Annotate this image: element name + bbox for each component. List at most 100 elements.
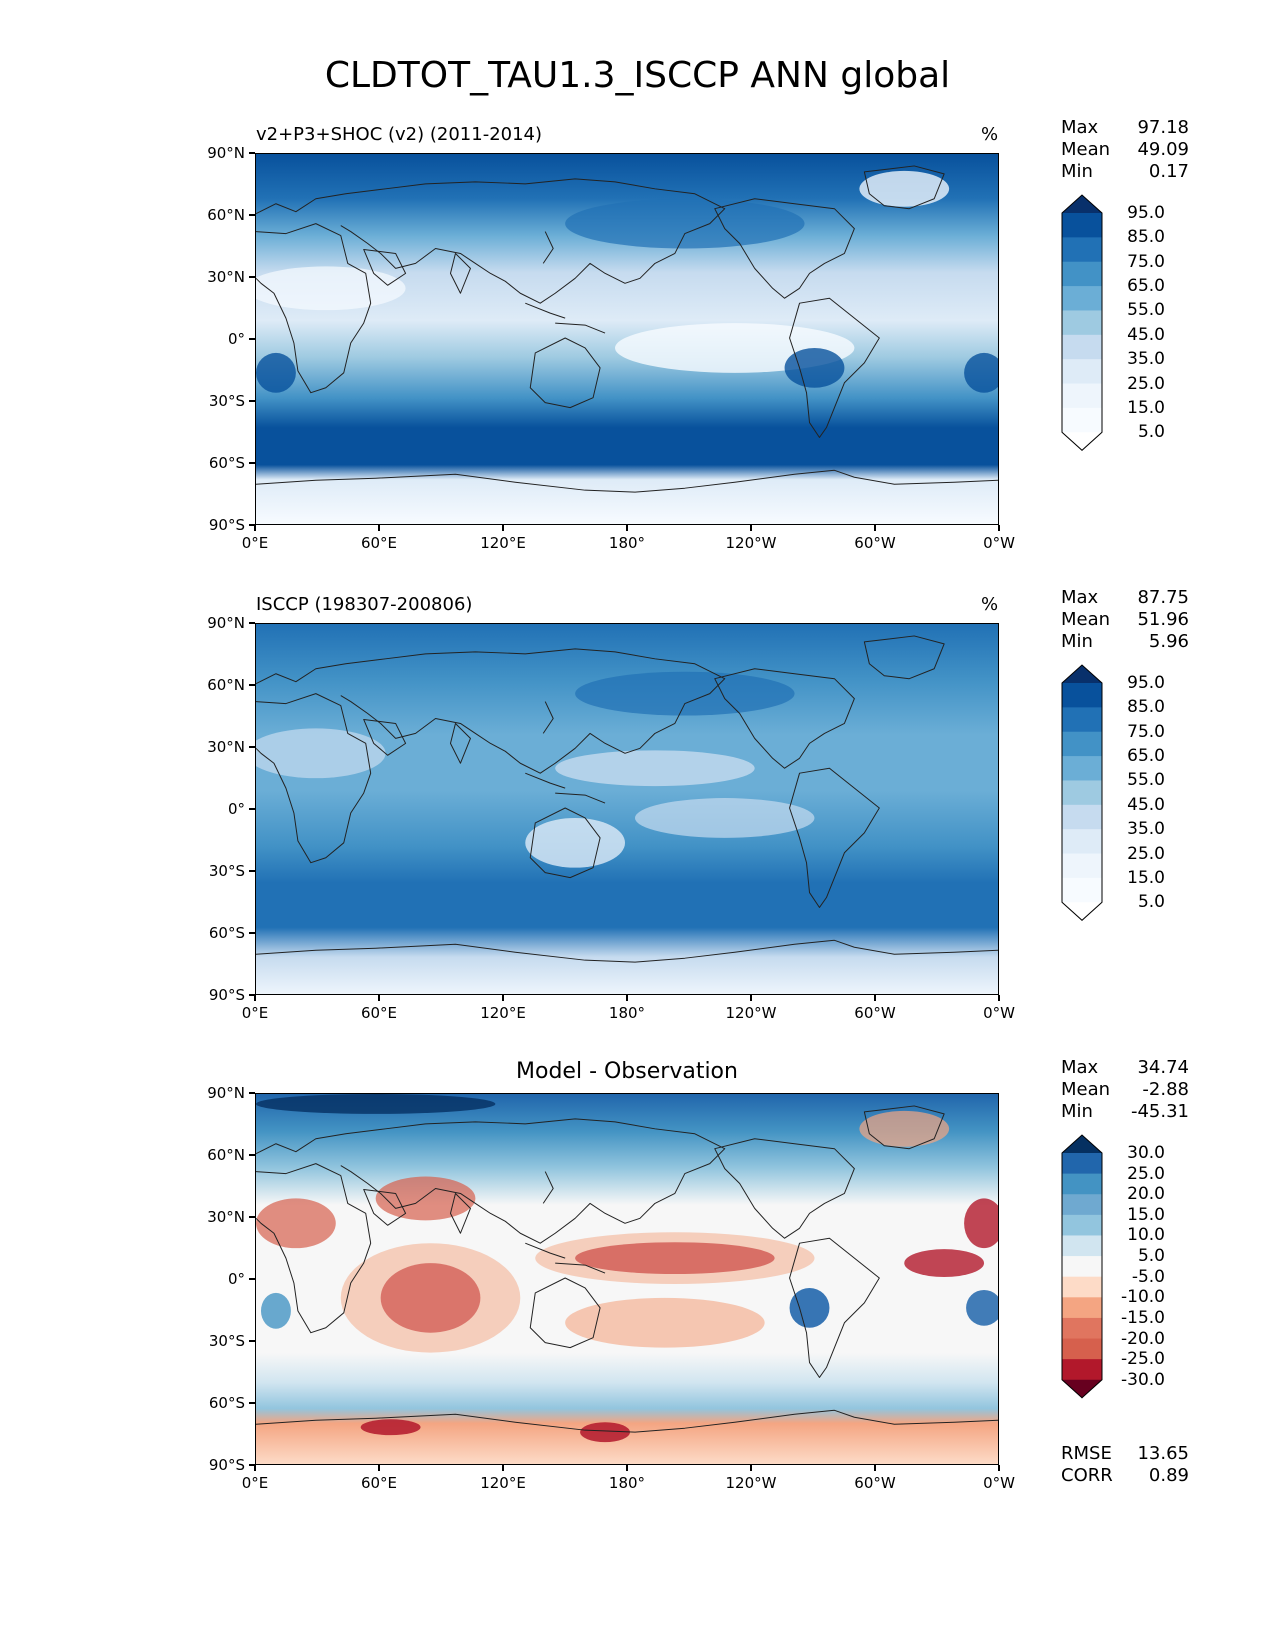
lon-tick xyxy=(998,1465,1000,1471)
colorbar-tick-label: 15.0 xyxy=(1127,1204,1165,1225)
stat-min-value: 0.17 xyxy=(1148,161,1189,182)
stat-max-value: 87.75 xyxy=(1137,587,1189,608)
lat-tick-label: 30°N xyxy=(207,738,245,756)
panel1-unit: % xyxy=(981,124,999,145)
lon-tick-label: 180° xyxy=(608,534,646,552)
stat-rmse-value: 13.65 xyxy=(1137,1443,1189,1464)
lat-tick-label: 30°S xyxy=(208,1332,245,1350)
lon-tick xyxy=(378,995,380,1001)
lon-tick xyxy=(626,1465,628,1471)
lat-tick-label: 60°S xyxy=(208,454,245,472)
lat-tick-label: 30°N xyxy=(207,1208,245,1226)
stat-max-label: Max xyxy=(1061,587,1099,608)
colorbar-tick-label: 35.0 xyxy=(1127,349,1165,370)
lon-tick xyxy=(378,1465,380,1471)
lon-tick-label: 180° xyxy=(608,1474,646,1492)
lon-tick xyxy=(378,525,380,531)
lon-tick xyxy=(998,525,1000,531)
colorbar-tick-label: 75.0 xyxy=(1127,721,1165,742)
colorbar-tick-label: 45.0 xyxy=(1127,324,1165,345)
colorbar-segment xyxy=(1062,1153,1102,1175)
colorbar-segment xyxy=(1062,261,1102,287)
panel2-stats: Max 87.75 Mean 51.96 Min 5.96 xyxy=(1061,587,1189,653)
lon-tick-label: 180° xyxy=(608,1004,646,1022)
lat-tick-label: 30°N xyxy=(207,268,245,286)
colorbar-svg xyxy=(1061,664,1103,921)
colorbar-tick-label: 95.0 xyxy=(1127,203,1165,223)
colorbar-segment xyxy=(1062,383,1102,409)
lat-tick xyxy=(249,1340,255,1342)
lat-tick xyxy=(249,808,255,810)
colorbar-segment xyxy=(1062,286,1102,311)
lat-tick-label: 90°S xyxy=(208,516,245,534)
colorbar-svg xyxy=(1061,1134,1103,1399)
panel2-title: ISCCP (198307-200806) xyxy=(256,594,473,615)
lon-tick-label: 0°E xyxy=(241,1004,269,1022)
stat-min-value: 5.96 xyxy=(1148,631,1189,652)
lat-tick-label: 0° xyxy=(227,330,245,348)
colorbar-segment xyxy=(1062,359,1102,385)
colorbar-segment xyxy=(1062,1173,1102,1195)
colorbar-tick-label: 75.0 xyxy=(1127,251,1165,272)
colorbar-segment xyxy=(1062,1256,1102,1278)
lat-tick xyxy=(249,152,255,154)
lat-tick-label: 90°S xyxy=(208,986,245,1004)
colorbar-tick-label: 85.0 xyxy=(1127,697,1165,718)
colorbar-extend-top xyxy=(1062,665,1102,683)
colorbar-segment xyxy=(1062,1276,1102,1298)
lon-tick xyxy=(750,525,752,531)
colorbar-segment xyxy=(1062,756,1102,781)
lon-tick-label: 60°E xyxy=(360,534,398,552)
colorbar-extend-top xyxy=(1062,195,1102,213)
stat-min-label: Min xyxy=(1061,631,1093,652)
lat-tick-label: 60°N xyxy=(207,676,245,694)
lon-tick xyxy=(254,1465,256,1471)
lon-tick-label: 60°E xyxy=(360,1004,398,1022)
lon-tick-label: 0°W xyxy=(983,1474,1015,1492)
panel1-map xyxy=(255,153,999,525)
lon-tick xyxy=(502,525,504,531)
lat-tick-label: 90°N xyxy=(207,144,245,162)
stat-mean-value: 49.09 xyxy=(1137,139,1189,160)
lat-tick-label: 90°N xyxy=(207,1084,245,1102)
lon-tick xyxy=(254,525,256,531)
colorbar-segment xyxy=(1062,1297,1102,1319)
lat-tick-label: 90°S xyxy=(208,1456,245,1474)
stat-mean-label: Mean xyxy=(1061,139,1111,160)
lon-tick xyxy=(874,525,876,531)
colorbar-segment xyxy=(1062,1214,1102,1236)
colorbar-segment xyxy=(1062,1194,1102,1216)
lat-tick xyxy=(249,524,255,526)
stat-max-label: Max xyxy=(1061,117,1099,138)
colorbar-tick-label: -30.0 xyxy=(1121,1369,1165,1390)
lon-tick-label: 60°W xyxy=(854,1004,896,1022)
stat-corr-value: 0.89 xyxy=(1148,1465,1189,1486)
figure-title: CLDTOT_TAU1.3_ISCCP ANN global xyxy=(324,55,951,96)
stat-max-value: 34.74 xyxy=(1137,1057,1189,1078)
colorbar-tick-label: 15.0 xyxy=(1127,397,1165,418)
lon-tick-label: 120°W xyxy=(725,534,777,552)
lon-tick-label: 60°W xyxy=(854,1474,896,1492)
colorbar-tick-label: 65.0 xyxy=(1127,746,1165,767)
lon-tick-label: 0°E xyxy=(241,534,269,552)
stat-mean-label: Mean xyxy=(1061,609,1111,630)
colorbar-tick-label: -15.0 xyxy=(1121,1307,1165,1328)
lon-tick xyxy=(254,995,256,1001)
lat-tick xyxy=(249,1402,255,1404)
colorbar-segment xyxy=(1062,407,1102,433)
colorbar-tick-label: 25.0 xyxy=(1127,373,1165,394)
lat-tick xyxy=(249,1216,255,1218)
panel1-colorbar: 95.0 85.0 75.0 65.0 55.0 45.0 35.0 25.0 15.0 5.0 xyxy=(1061,194,1165,455)
colorbar-tick-label: 5.0 xyxy=(1137,892,1165,913)
colorbar-segment xyxy=(1062,683,1102,708)
panel3-map xyxy=(255,1093,999,1465)
lon-tick xyxy=(626,995,628,1001)
colorbar-tick-label: 20.0 xyxy=(1127,1184,1165,1205)
lat-tick xyxy=(249,746,255,748)
colorbar-outline xyxy=(1061,194,1103,451)
lat-tick xyxy=(249,622,255,624)
lon-tick-label: 0°E xyxy=(241,1474,269,1492)
lat-tick-label: 30°S xyxy=(208,392,245,410)
stat-min-label: Min xyxy=(1061,161,1093,182)
colorbar-segment xyxy=(1062,829,1102,855)
